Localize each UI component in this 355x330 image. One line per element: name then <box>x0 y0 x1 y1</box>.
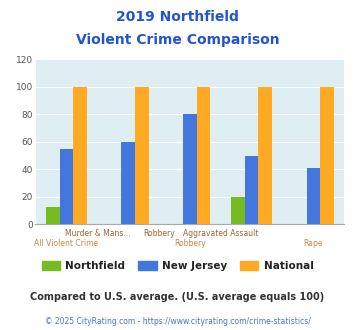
Bar <box>320 87 334 224</box>
Bar <box>245 156 258 224</box>
Text: Robbery: Robbery <box>174 239 206 248</box>
Bar <box>197 87 210 224</box>
Text: 2019 Northfield: 2019 Northfield <box>116 10 239 24</box>
Bar <box>183 115 197 224</box>
Text: All Violent Crime: All Violent Crime <box>34 239 98 248</box>
Legend: Northfield, New Jersey, National: Northfield, New Jersey, National <box>42 261 313 271</box>
Bar <box>46 207 60 224</box>
Bar <box>121 142 135 224</box>
Text: Rape: Rape <box>304 239 323 248</box>
Bar <box>60 149 73 224</box>
Bar <box>135 87 148 224</box>
Text: Violent Crime Comparison: Violent Crime Comparison <box>76 33 279 47</box>
Bar <box>231 197 245 224</box>
Text: Robbery: Robbery <box>143 229 175 238</box>
Bar <box>307 168 320 224</box>
Text: © 2025 CityRating.com - https://www.cityrating.com/crime-statistics/: © 2025 CityRating.com - https://www.city… <box>45 317 310 326</box>
Text: Murder & Mans...: Murder & Mans... <box>65 229 130 238</box>
Bar <box>258 87 272 224</box>
Text: Aggravated Assault: Aggravated Assault <box>183 229 258 238</box>
Bar <box>73 87 87 224</box>
Text: Compared to U.S. average. (U.S. average equals 100): Compared to U.S. average. (U.S. average … <box>31 292 324 302</box>
